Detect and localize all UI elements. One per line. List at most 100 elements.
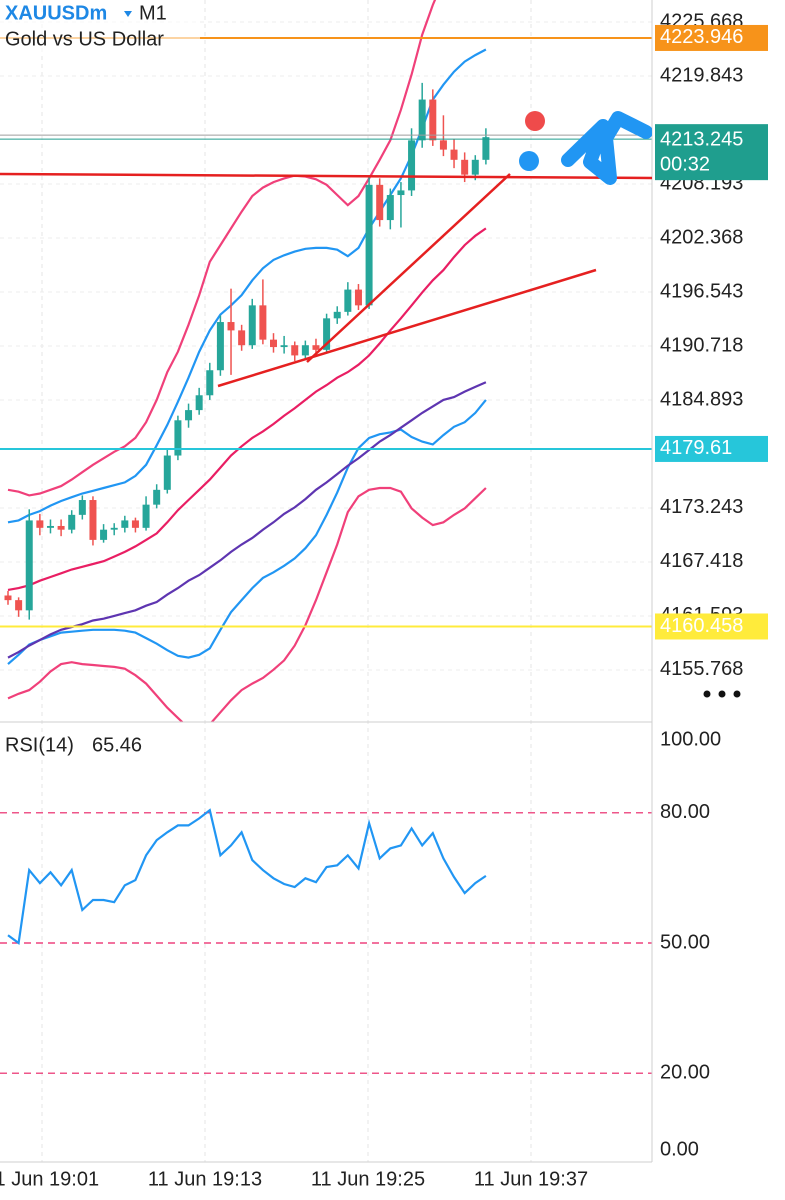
y-tick-label: 4167.418 bbox=[660, 550, 743, 572]
y-tick-label: 100.00 bbox=[660, 728, 721, 750]
y-tick-label: 50.00 bbox=[660, 931, 710, 953]
indicator-value: 65.46 bbox=[92, 734, 142, 756]
blue-dot bbox=[519, 151, 539, 171]
menu-dot[interactable] bbox=[703, 690, 711, 698]
candle-body bbox=[100, 529, 108, 540]
y-tick-label: 4196.543 bbox=[660, 280, 743, 302]
more-menu[interactable] bbox=[703, 690, 741, 698]
candle-body bbox=[312, 345, 320, 350]
candle-body bbox=[131, 520, 139, 528]
level-label-box bbox=[655, 24, 768, 51]
candle-body bbox=[25, 520, 33, 611]
candle-body bbox=[344, 289, 352, 312]
candle-body bbox=[301, 345, 309, 356]
indicator-name: RSI(14) bbox=[5, 734, 74, 756]
time-grid: 11 Jun 19:01 11 Jun 19:13 11 Jun 19:25 11 J… bbox=[0, 0, 588, 1190]
candle-body bbox=[163, 455, 171, 490]
overlays bbox=[7, 0, 487, 722]
candle-body bbox=[238, 330, 246, 346]
y-tick-label: 4190.718 bbox=[660, 334, 743, 356]
y-tick-label: 80.00 bbox=[660, 801, 710, 823]
candle-body bbox=[397, 190, 405, 196]
level-label-box bbox=[655, 435, 768, 462]
x-tick-label: 11 Jun 19:13 bbox=[148, 1168, 262, 1190]
candle-body bbox=[354, 289, 362, 306]
timeframe[interactable]: M1 bbox=[139, 2, 167, 24]
candle-body bbox=[461, 159, 469, 175]
candle-body bbox=[482, 137, 490, 160]
scribble bbox=[561, 111, 652, 185]
menu-dot[interactable] bbox=[718, 690, 726, 698]
candle-body bbox=[4, 595, 12, 601]
rsi-line bbox=[7, 808, 487, 945]
candle-body bbox=[376, 184, 384, 221]
candle-body bbox=[89, 500, 97, 540]
candle-body bbox=[365, 184, 373, 306]
candle-body bbox=[291, 345, 299, 356]
rsi-levels: 100.00 80.00 50.00 20.00 0.00 bbox=[0, 728, 721, 1160]
indicator-line bbox=[7, 399, 487, 665]
countdown: 00:32 bbox=[660, 153, 710, 175]
indicator-line bbox=[7, 0, 437, 497]
candles bbox=[4, 82, 490, 620]
indicator-line bbox=[7, 486, 487, 722]
symbol-description: Gold vs US Dollar bbox=[5, 28, 164, 50]
candle-body bbox=[174, 420, 182, 456]
y-tick-label: 0.00 bbox=[660, 1138, 699, 1160]
level-label: 4160.458 bbox=[660, 615, 743, 637]
candle-body bbox=[429, 99, 437, 141]
indicator-line bbox=[7, 48, 487, 524]
indicator-line bbox=[7, 227, 487, 591]
trend-line bbox=[306, 173, 511, 363]
candle-body bbox=[450, 149, 458, 160]
x-tick-label: 11 Jun 19:01 bbox=[0, 1168, 99, 1190]
candle-body bbox=[333, 311, 341, 319]
candle-body bbox=[185, 410, 193, 421]
candle-body bbox=[57, 525, 65, 530]
last-price-label: 4213.245 bbox=[660, 128, 743, 150]
horizontal-drawing bbox=[0, 172, 652, 180]
y-tick-label: 20.00 bbox=[660, 1061, 710, 1083]
candle-body bbox=[386, 195, 394, 221]
candle-body bbox=[68, 514, 76, 530]
candle-body bbox=[36, 520, 44, 528]
candle-body bbox=[121, 520, 129, 528]
header-backdrop bbox=[0, 0, 200, 56]
last-price-box bbox=[655, 124, 768, 181]
candle-body bbox=[142, 504, 150, 528]
indicator-line bbox=[7, 381, 487, 659]
candle-body bbox=[46, 525, 54, 528]
red-dot bbox=[525, 111, 545, 131]
level-label-box bbox=[655, 613, 768, 640]
candle-body bbox=[259, 305, 267, 340]
trend-line bbox=[217, 268, 597, 388]
y-tick-label: 4202.368 bbox=[660, 226, 743, 248]
y-tick-label: 4155.768 bbox=[660, 658, 743, 680]
level-label: 4223.946 bbox=[660, 26, 743, 48]
candle-body bbox=[216, 322, 224, 371]
x-tick-label: 11 Jun 19:37 bbox=[474, 1168, 588, 1190]
candle-body bbox=[280, 345, 288, 348]
candle-body bbox=[418, 99, 426, 141]
candle-body bbox=[270, 339, 277, 348]
candle-body bbox=[323, 318, 331, 350]
y-tick-label: 4184.893 bbox=[660, 388, 743, 410]
candle-body bbox=[78, 500, 86, 515]
drawings bbox=[0, 111, 652, 388]
y-tick-label: 4219.843 bbox=[660, 64, 743, 86]
x-tick-label: 11 Jun 19:25 bbox=[311, 1168, 425, 1190]
y-tick-label: 4173.243 bbox=[660, 496, 743, 518]
candle-body bbox=[15, 600, 23, 611]
symbol-dropdown[interactable] bbox=[124, 11, 132, 17]
menu-dot[interactable] bbox=[733, 690, 741, 698]
candle-body bbox=[227, 322, 235, 331]
plot-layer: 11 Jun 19:01 11 Jun 19:13 11 Jun 19:25 11 J… bbox=[0, 0, 768, 1190]
candle-body bbox=[110, 527, 118, 530]
candle-body bbox=[206, 370, 214, 396]
candle-body bbox=[408, 140, 416, 191]
candle-body bbox=[248, 305, 256, 346]
candle-body bbox=[439, 140, 447, 150]
symbol[interactable]: XAUUSDm bbox=[5, 2, 107, 24]
candle-body bbox=[195, 395, 203, 411]
